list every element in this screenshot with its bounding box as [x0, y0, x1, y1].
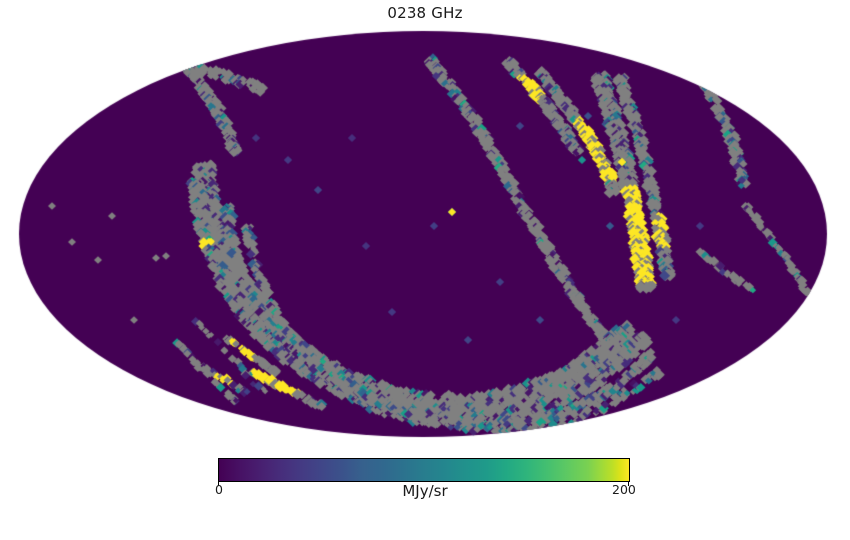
- colorbar-tick-max: [628, 482, 630, 486]
- colorbar-tick-label-max: 200: [612, 482, 636, 497]
- mollweide-sky-map: [0, 20, 850, 450]
- page-title: 0238 GHz: [387, 4, 463, 22]
- colorbar: [218, 458, 630, 486]
- colorbar-gradient: [218, 458, 630, 482]
- colorbar-tick-label-min: 0: [215, 482, 223, 497]
- colorbar-tick-min: [218, 482, 220, 486]
- colorbar-axis-label: MJy/sr: [402, 482, 448, 500]
